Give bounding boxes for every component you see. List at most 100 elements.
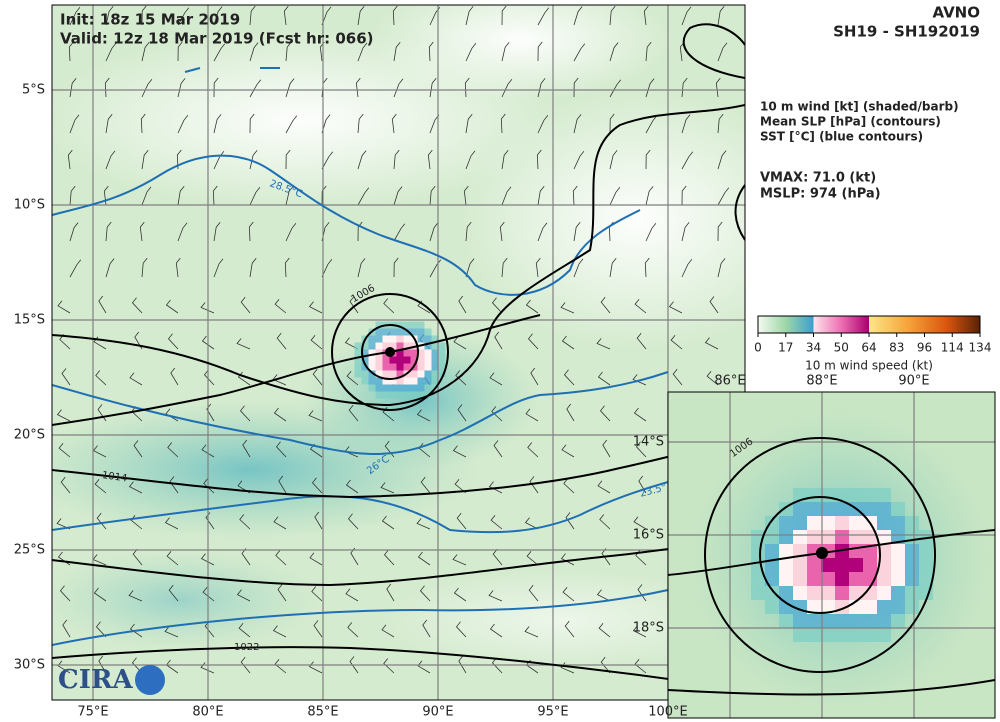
wind-cell	[375, 335, 383, 343]
wind-barb	[133, 440, 143, 458]
wind-barb	[488, 481, 503, 494]
wind-barb	[537, 115, 549, 134]
slp-contour	[52, 314, 541, 426]
wind-cell	[821, 530, 835, 544]
wind-cell	[368, 335, 376, 343]
wind-cell	[877, 614, 891, 628]
lon-label: 88°E	[806, 374, 837, 389]
wind-cell	[863, 628, 877, 642]
wind-cell	[779, 586, 793, 600]
wind-barb	[275, 441, 287, 458]
wind-barb	[321, 151, 334, 170]
wind-barb	[456, 512, 467, 530]
wind-barb	[501, 149, 509, 170]
wind-barb	[560, 553, 575, 566]
wind-barb	[276, 332, 287, 350]
wind-barb	[717, 187, 730, 206]
shade	[52, 550, 320, 650]
wind-barb	[58, 442, 71, 458]
wind-barb	[645, 78, 655, 98]
wind-barb	[645, 186, 654, 206]
wind-barb	[213, 43, 226, 62]
wind-cell	[849, 544, 863, 558]
wind-barb	[177, 41, 183, 62]
wind-barb	[717, 221, 723, 242]
wind-cell	[877, 586, 891, 600]
wind-barb	[717, 150, 727, 170]
wind-barb	[598, 622, 611, 638]
lat-label: 25°S	[14, 543, 45, 558]
wind-barb	[69, 222, 79, 242]
wind-cell	[807, 502, 821, 516]
wind-cell	[375, 384, 383, 392]
wind-barb	[105, 150, 116, 170]
wind-barb	[345, 479, 359, 494]
wind-cell	[891, 600, 905, 614]
wind-cell	[835, 516, 849, 530]
wind-cell	[396, 391, 404, 399]
wind-cell	[765, 530, 779, 544]
wind-barb	[537, 78, 546, 98]
wind-cell	[361, 342, 369, 350]
wind-cell	[807, 530, 821, 544]
wind-barb	[529, 476, 539, 494]
wind-cell	[905, 572, 919, 586]
wind-barb	[140, 113, 146, 134]
wind-barb	[357, 5, 365, 26]
colorbar-tick-label: 96	[917, 341, 932, 355]
slp-label: 1014	[101, 470, 128, 484]
slp-contour	[704, 437, 936, 673]
wind-barb	[717, 5, 725, 26]
colorbar: 0 17 34 50 64 83 96 114 134	[754, 315, 991, 355]
lat-label: 5°S	[22, 83, 45, 98]
sst-contour	[184, 67, 280, 73]
wind-barb	[501, 5, 507, 26]
wind-cell	[821, 502, 835, 516]
wind-barb	[105, 43, 117, 62]
wind-barb	[429, 222, 439, 242]
lat-label: 30°S	[14, 658, 45, 673]
wind-cell	[793, 628, 807, 642]
wind-cell	[905, 530, 919, 544]
wind-barb	[525, 408, 539, 422]
wind-cell	[793, 516, 807, 530]
wind-cell	[368, 356, 376, 364]
colorbar-tick-label: 0	[754, 341, 762, 355]
wind-barb	[308, 301, 323, 314]
wind-barb	[391, 113, 397, 134]
wind-cell	[396, 349, 404, 357]
wind-barb	[274, 658, 287, 674]
wind-barb	[709, 296, 719, 314]
wind-cell	[438, 356, 446, 364]
wind-cell	[877, 600, 891, 614]
wind-cell	[410, 349, 418, 357]
wind-cell	[382, 328, 390, 336]
wind-barb	[563, 369, 575, 386]
wind-barb	[501, 42, 510, 62]
wind-barb	[488, 590, 503, 602]
wind-barb	[393, 223, 406, 242]
wind-barb	[105, 221, 112, 242]
wind-barb	[573, 151, 585, 170]
lon-label: 85°E	[307, 705, 338, 720]
wind-cell	[779, 530, 793, 544]
wind-barb	[177, 185, 185, 206]
wind-barb	[128, 590, 143, 602]
wind-cell	[849, 530, 863, 544]
shade	[380, 570, 740, 670]
wind-cell	[375, 321, 383, 329]
wind-barb	[236, 589, 251, 602]
wind-barb	[201, 335, 215, 350]
wind-barb	[457, 404, 467, 422]
wind-cell	[431, 349, 439, 357]
wind-barb	[249, 113, 255, 134]
wind-cell	[905, 516, 919, 530]
storm-core	[354, 321, 446, 399]
wind-barb	[347, 622, 359, 638]
wind-barb	[527, 333, 539, 350]
wind-cell	[417, 328, 425, 336]
wind-cell	[877, 488, 891, 502]
wind-cell	[361, 377, 369, 385]
wind-barb	[609, 5, 616, 26]
wind-barb	[458, 295, 467, 314]
